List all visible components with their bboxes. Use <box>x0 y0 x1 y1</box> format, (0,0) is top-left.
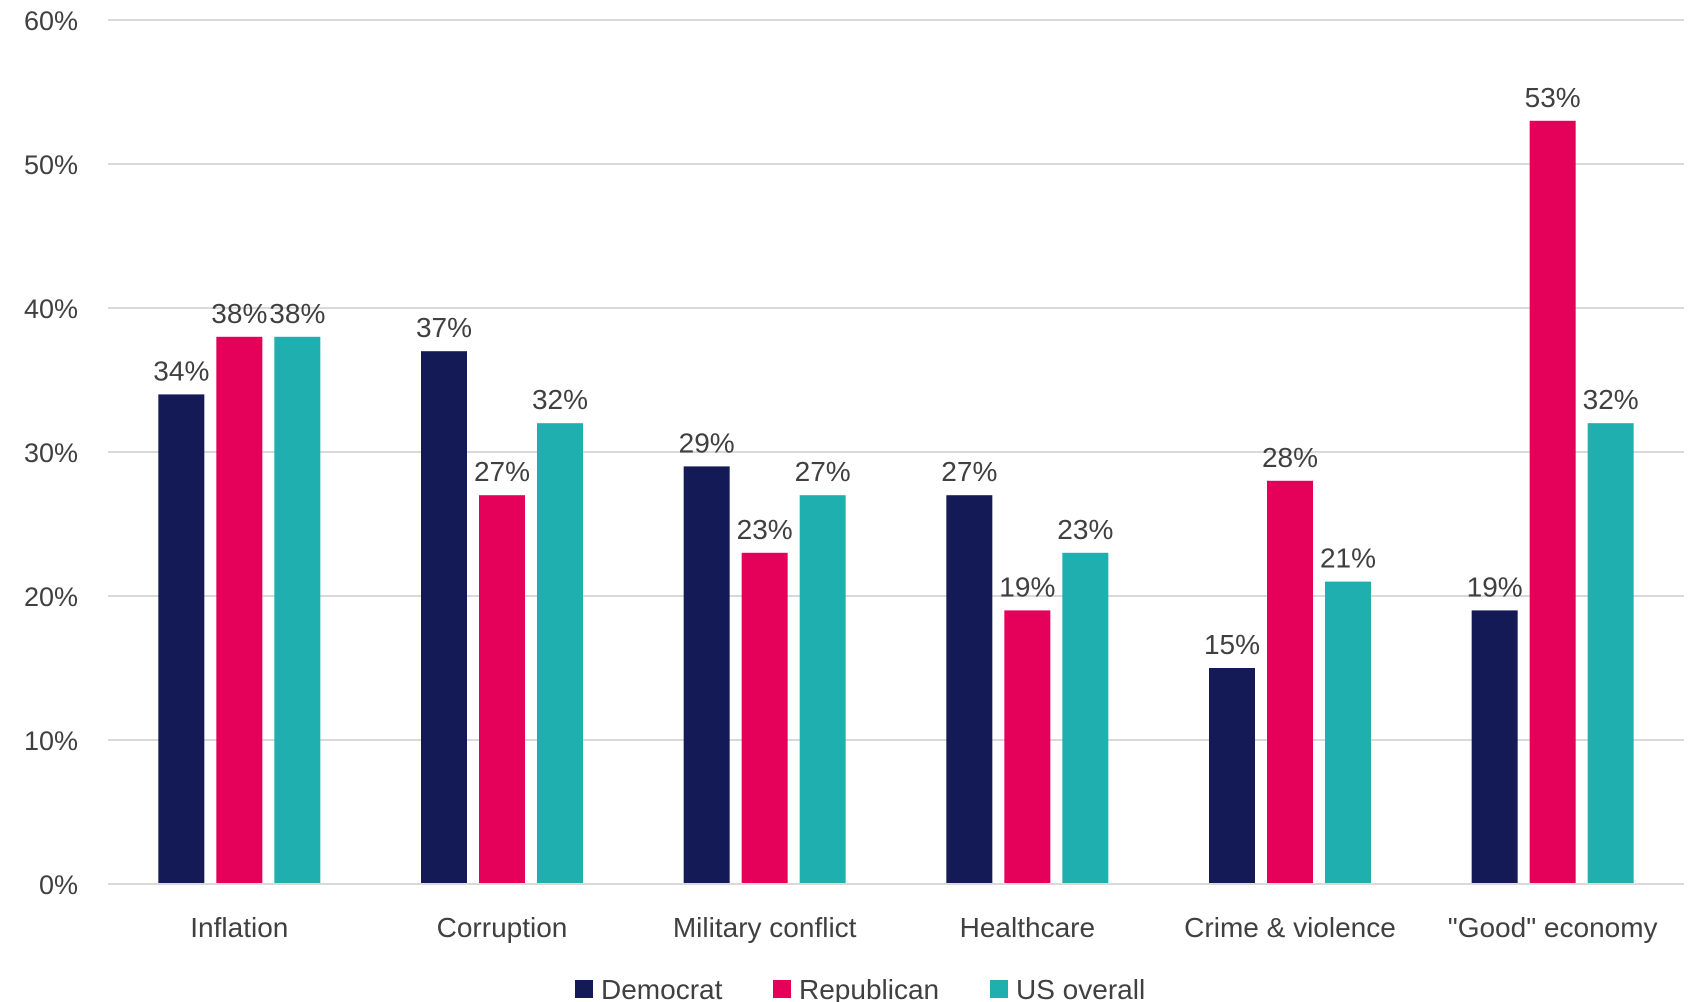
y-tick-label: 30% <box>24 438 78 468</box>
bar-us-overall-0 <box>274 336 321 884</box>
data-label: 15% <box>1204 629 1260 660</box>
data-label: 19% <box>999 571 1055 602</box>
x-category-label: "Good" economy <box>1448 912 1658 943</box>
bar-democrat-5 <box>1471 610 1518 884</box>
y-tick-label: 0% <box>39 870 78 900</box>
data-label: 27% <box>474 456 530 487</box>
legend-swatch-us-overall <box>990 980 1008 998</box>
legend-swatch-republican <box>773 980 791 998</box>
bar-democrat-4 <box>1209 668 1255 884</box>
legend-label: Republican <box>799 974 939 1002</box>
data-label: 19% <box>1467 571 1523 602</box>
y-tick-label: 20% <box>24 582 78 612</box>
y-tick-label: 60% <box>24 6 78 36</box>
data-label: 37% <box>416 312 472 343</box>
bar-us-overall-5 <box>1587 423 1634 884</box>
bar-republican-3 <box>1004 610 1051 884</box>
data-label: 53% <box>1525 82 1581 113</box>
legend-label: Democrat <box>601 974 723 1002</box>
x-category-label: Healthcare <box>960 912 1095 943</box>
x-category-label: Military conflict <box>673 912 857 943</box>
data-label: 28% <box>1262 442 1318 473</box>
bar-republican-5 <box>1529 120 1576 885</box>
data-label: 32% <box>1583 384 1639 415</box>
data-label: 23% <box>737 514 793 545</box>
bar-us-overall-4 <box>1325 581 1371 884</box>
x-category-label: Corruption <box>437 912 568 943</box>
gridlines <box>108 19 1684 885</box>
bar-democrat-2 <box>683 466 730 884</box>
data-label: 27% <box>795 456 851 487</box>
y-tick-label: 50% <box>24 150 78 180</box>
y-axis: 0% 10% 20% 30% 40% 50% 60% <box>24 6 78 900</box>
data-label: 27% <box>941 456 997 487</box>
x-category-label: Inflation <box>190 912 288 943</box>
data-label: 21% <box>1320 543 1376 574</box>
bar-us-overall-1 <box>537 423 583 884</box>
bars <box>158 120 1634 885</box>
bar-republican-1 <box>479 495 525 884</box>
data-labels: 34%38% 38% 37%27%32%29%23%27% 27%19%23%15%2… <box>153 82 1638 660</box>
data-label: 23% <box>1057 514 1113 545</box>
data-label: 32% <box>532 384 588 415</box>
legend-label: US overall <box>1016 974 1145 1002</box>
x-axis: Inflation Corruption Military conflict Heal… <box>108 883 1684 943</box>
y-tick-label: 40% <box>24 294 78 324</box>
bar-republican-2 <box>741 552 788 884</box>
bar-us-overall-3 <box>1062 552 1109 884</box>
data-label: 29% <box>679 427 735 458</box>
data-label: 34% <box>153 355 209 386</box>
bar-us-overall-2 <box>799 495 846 884</box>
y-tick-label: 10% <box>24 726 78 756</box>
bar-democrat-1 <box>421 351 467 884</box>
bar-democrat-0 <box>158 394 205 884</box>
x-category-label: Crime & violence <box>1184 912 1396 943</box>
legend: Democrat Republican US overall <box>575 974 1145 1002</box>
data-label: 38% <box>211 298 267 329</box>
legend-swatch-democrat <box>575 980 593 998</box>
data-label: 38% <box>269 298 325 329</box>
bar-republican-4 <box>1267 480 1313 884</box>
bar-republican-0 <box>216 336 263 884</box>
bar-democrat-3 <box>946 495 993 884</box>
